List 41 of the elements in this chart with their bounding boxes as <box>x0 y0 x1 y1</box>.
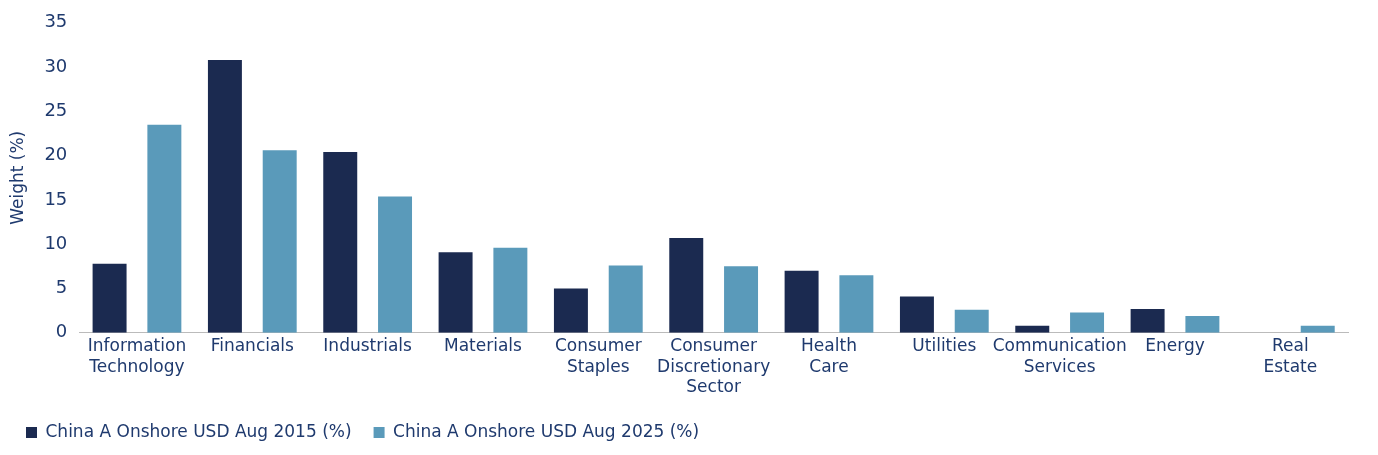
y-tick-label: 35 <box>44 10 68 32</box>
bar <box>1130 308 1165 333</box>
x-tick-label: Consumer Staples <box>554 335 642 376</box>
legend-label: China A Onshore USD Aug 2025 (%) <box>393 420 700 441</box>
x-tick-label: Industrials <box>323 335 413 356</box>
bar <box>1185 315 1220 333</box>
y-tick-label: 0 <box>55 320 68 342</box>
x-tick-label: Consumer Discretionary Sector <box>657 335 771 397</box>
bar <box>784 270 819 333</box>
bar <box>493 247 528 333</box>
bar <box>724 266 759 333</box>
bar <box>839 275 874 333</box>
bar <box>438 252 473 333</box>
bar <box>378 196 413 333</box>
y-tick-label: 20 <box>44 143 68 165</box>
x-tick-label: Energy <box>1145 335 1205 356</box>
x-tick-label: Real Estate <box>1263 335 1318 376</box>
x-tick-label: Utilities <box>912 335 977 356</box>
x-tick-label: Information Technology <box>87 335 187 376</box>
y-tick-label: 10 <box>44 231 68 253</box>
x-tick-label: Financials <box>210 335 295 356</box>
y-axis-title: Weight (%) <box>6 130 27 225</box>
bar <box>262 150 297 333</box>
bar <box>954 309 989 333</box>
bar <box>207 60 242 333</box>
bar <box>608 265 643 333</box>
bar <box>323 152 358 333</box>
legend-label: China A Onshore USD Aug 2015 (%) <box>45 420 352 441</box>
x-tick-label: Health Care <box>801 335 857 376</box>
y-tick-label: 30 <box>44 54 68 76</box>
y-tick-label: 15 <box>44 187 68 209</box>
bar <box>147 124 182 333</box>
y-tick-label: 5 <box>55 276 68 298</box>
bar <box>899 296 934 333</box>
bar <box>1070 312 1105 333</box>
y-tick-label: 25 <box>44 99 68 121</box>
x-tick-label: Materials <box>444 335 523 356</box>
bar <box>553 288 588 333</box>
bar <box>92 263 127 333</box>
x-tick-label: Communication Services <box>992 335 1127 376</box>
bar <box>669 238 704 333</box>
